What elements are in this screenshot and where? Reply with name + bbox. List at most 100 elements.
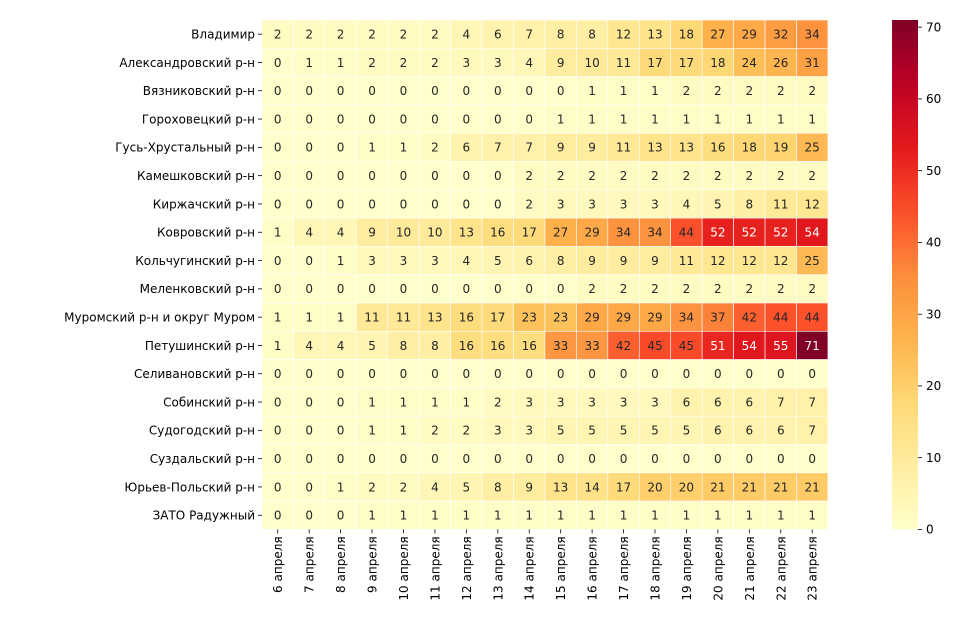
cell-value-label: 0 <box>714 367 722 381</box>
cell-value-label: 2 <box>525 169 533 183</box>
heatmap-cell <box>576 415 609 445</box>
cell-value-label: 13 <box>427 310 442 324</box>
heatmap-cell <box>733 246 766 275</box>
cell-value-label: 1 <box>588 112 596 126</box>
column-label: 22 апреля <box>774 536 788 600</box>
cell-value-label: 0 <box>557 452 565 466</box>
heatmap-cell <box>576 76 609 106</box>
heatmap-cell <box>796 189 829 219</box>
cell-value-label: 0 <box>463 282 471 296</box>
heatmap-cell <box>513 161 546 191</box>
cell-value-label: 44 <box>679 226 694 240</box>
cell-value-label: 1 <box>525 509 533 523</box>
cell-value-label: 2 <box>400 56 408 70</box>
column-label: 13 апреля <box>491 536 505 600</box>
cell-value-label: 23 <box>522 310 537 324</box>
heatmap-cell <box>418 472 451 502</box>
cell-value-label: 11 <box>616 56 631 70</box>
cell-value-label: 8 <box>557 27 565 41</box>
heatmap-cell <box>261 104 294 134</box>
heatmap-cell <box>418 359 451 389</box>
cell-value-label: 0 <box>305 395 313 409</box>
cell-value-label: 2 <box>808 84 816 98</box>
cell-value-label: 0 <box>368 169 376 183</box>
cell-value-label: 3 <box>620 197 628 211</box>
heatmap-cell <box>481 415 514 445</box>
cell-value-label: 2 <box>463 424 471 438</box>
cell-value-label: 2 <box>494 395 502 409</box>
cell-value-label: 34 <box>679 310 694 324</box>
cell-value-label: 5 <box>463 480 471 494</box>
cell-value-label: 12 <box>710 254 725 268</box>
cell-value-label: 2 <box>651 169 659 183</box>
heatmap-cell <box>387 217 420 247</box>
cell-value-label: 44 <box>773 310 788 324</box>
column-label: 20 апреля <box>711 536 725 600</box>
heatmap-cell <box>607 472 640 502</box>
heatmap-cell <box>356 47 389 77</box>
cell-value-label: 9 <box>557 56 565 70</box>
cell-value-label: 0 <box>337 424 345 438</box>
heatmap-cell <box>544 47 577 77</box>
heatmap-cell <box>701 132 734 162</box>
heatmap-cell <box>261 47 294 77</box>
heatmap-cell <box>670 19 703 49</box>
cell-value-label: 25 <box>805 254 820 268</box>
cell-value-label: 6 <box>714 424 722 438</box>
heatmap-cell <box>670 359 703 389</box>
cell-value-label: 2 <box>557 169 565 183</box>
heatmap-cell <box>764 217 797 247</box>
column-label: 7 апреля <box>303 536 317 593</box>
cell-value-label: 25 <box>805 141 820 155</box>
cell-value-label: 3 <box>463 56 471 70</box>
cell-value-label: 6 <box>745 424 753 438</box>
cell-value-label: 0 <box>777 367 785 381</box>
cell-value-label: 0 <box>525 367 533 381</box>
heatmap-cell <box>764 302 797 332</box>
heatmap-cell <box>576 302 609 332</box>
heatmap-cell <box>670 76 703 106</box>
heatmap-cell <box>261 387 294 417</box>
cell-value-label: 8 <box>400 339 408 353</box>
heatmap-cell <box>450 415 483 445</box>
heatmap-cell <box>607 330 640 360</box>
cell-value-label: 0 <box>651 367 659 381</box>
heatmap-cell <box>576 359 609 389</box>
heatmap-cell <box>356 189 389 219</box>
cell-value-label: 0 <box>400 452 408 466</box>
cell-value-label: 17 <box>647 56 662 70</box>
colorbar-tick-label: 0 <box>926 523 934 537</box>
heatmap-cell <box>324 387 357 417</box>
cell-value-label: 17 <box>679 56 694 70</box>
cell-value-label: 0 <box>305 282 313 296</box>
cell-value-label: 0 <box>431 452 439 466</box>
heatmap-cell <box>576 274 609 304</box>
heatmap-cell <box>576 132 609 162</box>
heatmap-cell <box>764 161 797 191</box>
cell-value-label: 1 <box>337 56 345 70</box>
heatmap-cell <box>607 500 640 530</box>
heatmap-cell <box>261 246 294 275</box>
heatmap-cell <box>387 47 420 77</box>
heatmap-cell <box>764 472 797 502</box>
row-labels: Владимир Александровский р-н Вязниковский … <box>64 27 262 523</box>
heatmap-cell <box>324 246 357 275</box>
cell-value-label: 0 <box>368 84 376 98</box>
cell-value-label: 0 <box>305 197 313 211</box>
cell-value-label: 4 <box>305 339 313 353</box>
heatmap-cell <box>293 19 326 49</box>
colorbar-tick-label: 50 <box>926 164 941 178</box>
cell-value-label: 8 <box>588 27 596 41</box>
heatmap-cell <box>701 274 734 304</box>
heatmap-cell <box>670 274 703 304</box>
heatmap-cell <box>701 189 734 219</box>
cell-value-label: 1 <box>620 112 628 126</box>
heatmap-cell <box>733 387 766 417</box>
cell-value-label: 2 <box>745 169 753 183</box>
cell-value-label: 42 <box>742 310 757 324</box>
column-label: 12 апреля <box>460 536 474 600</box>
cell-value-label: 0 <box>463 169 471 183</box>
heatmap-cell <box>324 19 357 49</box>
heatmap-cell <box>701 76 734 106</box>
cell-value-label: 44 <box>805 310 820 324</box>
